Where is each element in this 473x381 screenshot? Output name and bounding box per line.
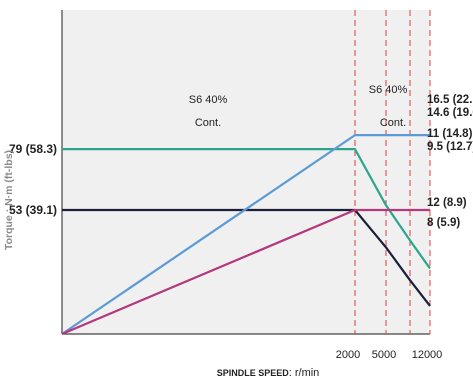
cont-annotation-left: Cont. <box>195 117 221 129</box>
s6-annotation-right: S6 40% <box>369 84 408 96</box>
plot-background <box>62 10 430 334</box>
series-line-2-s6-power <box>61 134 430 335</box>
right-value-label-5: 8 (5.9) <box>427 217 460 229</box>
plot-area <box>61 10 431 335</box>
x-axis-label: SPINDLE SPEED: r/min <box>217 367 320 379</box>
cont-annotation-right: Cont. <box>380 117 406 129</box>
series-layer <box>61 134 431 336</box>
y-axis-label: Torque : N·m (ft-lbs) <box>3 150 15 250</box>
x-tick-label-0: 2000 <box>336 349 360 361</box>
right-value-label-2: 11 (14.8) <box>427 128 473 140</box>
x-tick-label-1: 5000 <box>372 349 396 361</box>
s6-annotation-left: S6 40% <box>189 94 228 106</box>
series-line-0-s6-torque <box>62 148 431 270</box>
right-value-label-4: 12 (8.9) <box>427 197 467 209</box>
y-tick-label-1: 53 (39.1) <box>9 203 57 217</box>
series-line-1-cont-torque <box>62 208 431 307</box>
series-line-3-cont-power <box>61 208 430 336</box>
y-tick-label-0: 79 (58.3) <box>9 142 57 156</box>
right-value-label-0: 16.5 (22.1) <box>427 94 473 106</box>
right-value-label-1: 14.6 (19.6) <box>427 107 473 119</box>
label-layer: 79 (58.3) 53 (39.1) 16.5 (22.1)14.6 (19.6)… <box>3 84 473 379</box>
x-tick-label-2: 12000 <box>412 349 443 361</box>
x-axis-label-unit: : r/min <box>289 367 320 379</box>
x-axis-label-prefix: SPINDLE SPEED <box>217 368 290 378</box>
right-value-label-3: 9.5 (12.7) <box>427 141 473 153</box>
